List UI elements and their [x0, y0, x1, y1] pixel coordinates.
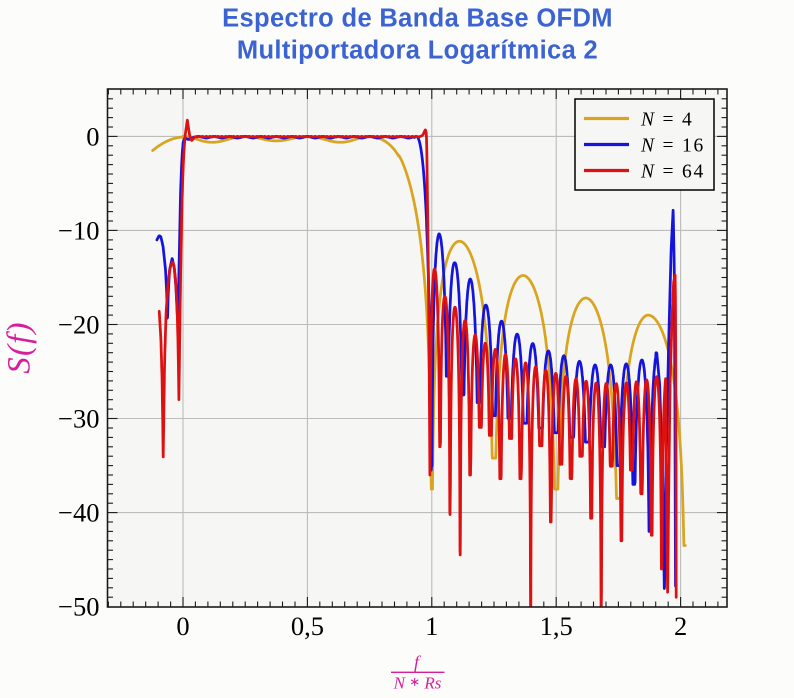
svg-text:0,5: 0,5: [291, 611, 324, 641]
svg-text:1: 1: [425, 611, 438, 641]
svg-text:0: 0: [176, 611, 189, 641]
svg-text:−20: −20: [58, 310, 99, 340]
svg-text:Multiportadora Logarítmica 2: Multiportadora Logarítmica 2: [237, 37, 598, 65]
svg-text:−10: −10: [58, 215, 99, 245]
svg-text:2: 2: [674, 611, 687, 641]
svg-text:Espectro de Banda Base OFDM: Espectro de Banda Base OFDM: [222, 5, 613, 33]
svg-text:−30: −30: [58, 404, 99, 434]
svg-text:f: f: [414, 652, 422, 672]
svg-text:1,5: 1,5: [540, 611, 573, 641]
svg-text:N = 16: N = 16: [640, 136, 705, 157]
svg-text:S(f): S(f): [2, 321, 38, 373]
svg-text:−40: −40: [58, 498, 99, 528]
svg-text:0: 0: [86, 121, 99, 151]
svg-text:N ∗ Rs: N ∗ Rs: [393, 674, 442, 693]
svg-text:N = 4: N = 4: [640, 110, 694, 131]
svg-text:−50: −50: [58, 592, 99, 622]
svg-text:N = 64: N = 64: [640, 162, 705, 183]
